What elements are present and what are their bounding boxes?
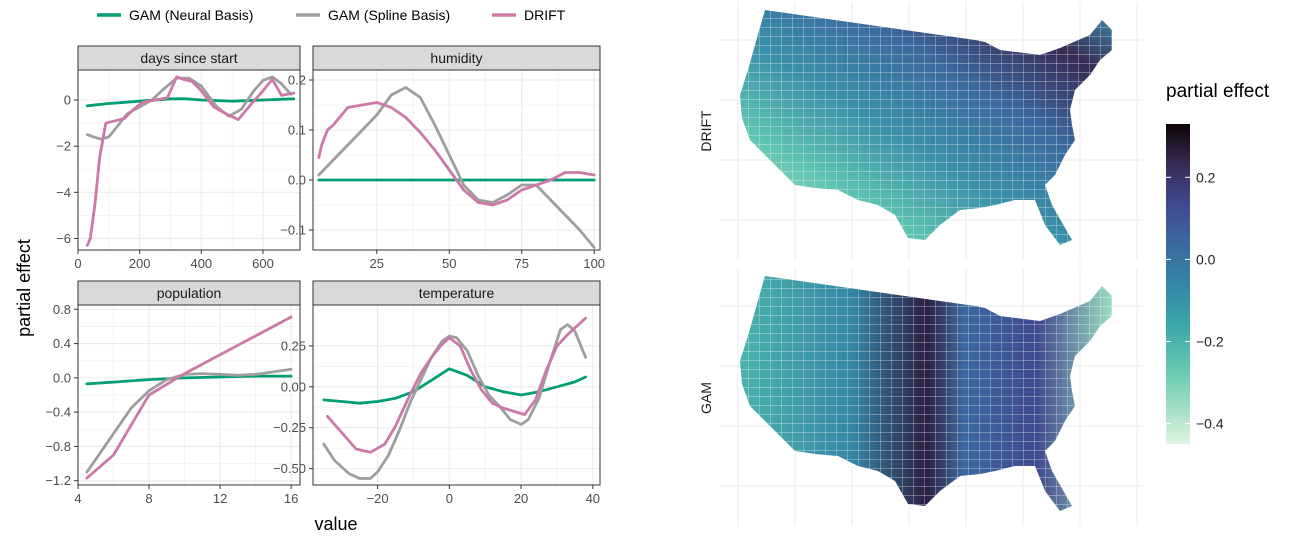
colorbar-tick-label: 0.0 xyxy=(1196,251,1216,267)
map-row-label-gam: GAM xyxy=(698,382,714,414)
colorbar-tick-label: −0.2 xyxy=(1196,333,1224,349)
legend: GAM (Neural Basis) GAM (Spline Basis) DR… xyxy=(97,7,566,23)
legend-label-drift: DRIFT xyxy=(524,7,566,23)
x-tick-label: 12 xyxy=(213,491,227,506)
facet-panel-1: humidity 25 50 75 100 0.2 0.1 0.0 −0.1 xyxy=(280,45,605,271)
colorbar-title: partial effect xyxy=(1166,81,1270,102)
y-tick-label: 0.00 xyxy=(281,379,306,394)
facet-panel-0: days since start 0 200 400 600 0 −2 −4 −6 xyxy=(56,45,301,271)
series-line-drift xyxy=(85,315,293,480)
y-tick-label: −0.8 xyxy=(45,439,71,454)
county-borders-gam xyxy=(740,276,1112,511)
x-tick-label: 20 xyxy=(514,491,528,506)
x-tick-label: 200 xyxy=(129,256,151,271)
colorbar-tick-label: −0.4 xyxy=(1196,415,1224,431)
facet-strip-label: temperature xyxy=(419,285,495,301)
legend-item-spline: GAM (Spline Basis) xyxy=(296,7,450,23)
x-tick-label: −20 xyxy=(367,491,389,506)
colorbar-tick-label: 0.2 xyxy=(1196,169,1216,185)
facet-panel-2: population 4 8 12 16 0.8 0.4 0.0 −0.4 −0.8 −1.2 xyxy=(45,280,301,506)
y-tick-label: 0.4 xyxy=(53,336,71,351)
y-tick-label: 0.0 xyxy=(288,173,306,188)
series-line-drift xyxy=(317,101,596,207)
panel-border xyxy=(312,304,601,486)
y-tick-label: −0.4 xyxy=(45,405,71,420)
map-panel-gam xyxy=(720,268,1144,526)
x-tick-label: 600 xyxy=(252,256,274,271)
x-tick-label: 16 xyxy=(284,491,298,506)
x-tick-label: 8 xyxy=(145,491,152,506)
x-tick-label: 0 xyxy=(74,256,81,271)
facet-strip-label: days since start xyxy=(140,50,237,66)
map-panel-drift xyxy=(720,2,1144,260)
facet-strip xyxy=(77,280,301,306)
y-tick-label: 0.1 xyxy=(288,123,306,138)
panel-border xyxy=(77,304,301,486)
y-tick-label: −2 xyxy=(56,139,71,154)
panel-background xyxy=(313,305,600,485)
x-tick-label: 400 xyxy=(190,256,212,271)
x-axis-title: value xyxy=(314,514,357,534)
y-tick-label: −1.2 xyxy=(45,473,71,488)
y-tick-label: −0.50 xyxy=(273,461,306,476)
y-tick-label: 0.25 xyxy=(281,338,306,353)
facet-strip-label: humidity xyxy=(430,50,482,66)
panel-border xyxy=(312,69,601,251)
series-line-neural xyxy=(322,367,587,405)
series-line-neural xyxy=(85,374,293,386)
legend-label-neural: GAM (Neural Basis) xyxy=(129,7,253,23)
x-tick-label: 40 xyxy=(586,491,600,506)
facet-strip-label: population xyxy=(157,285,222,301)
panel-background xyxy=(78,70,300,250)
panel-border xyxy=(77,69,301,251)
y-tick-label: 0.2 xyxy=(288,73,306,88)
y-tick-label: −0.1 xyxy=(280,223,306,238)
series-line-spline xyxy=(317,86,596,249)
series-line-drift xyxy=(85,75,296,247)
colorbar-gradient xyxy=(1166,124,1190,444)
x-tick-label: 50 xyxy=(442,256,456,271)
facet-strip xyxy=(77,45,301,71)
y-tick-label: −4 xyxy=(56,185,71,200)
map-row-label-drift: DRIFT xyxy=(698,110,714,152)
county-borders-drift xyxy=(740,10,1112,245)
y-tick-label: −0.25 xyxy=(273,420,306,435)
colorbar-ticks: 0.2 0.0 −0.2 −0.4 xyxy=(1166,169,1224,431)
facet-panel-3: temperature −20 0 20 40 0.25 0.00 −0.25 −0.50 xyxy=(273,280,601,506)
legend-label-spline: GAM (Spline Basis) xyxy=(328,7,450,23)
y-tick-label: 0 xyxy=(64,93,71,108)
x-tick-label: 4 xyxy=(74,491,81,506)
panel-background xyxy=(313,70,600,250)
x-tick-label: 100 xyxy=(583,256,605,271)
legend-item-neural: GAM (Neural Basis) xyxy=(97,7,253,23)
series-line-drift xyxy=(326,316,587,454)
x-tick-label: 0 xyxy=(446,491,453,506)
y-tick-label: 0.0 xyxy=(53,370,71,385)
y-tick-label: 0.8 xyxy=(53,302,71,317)
y-tick-label: −6 xyxy=(56,231,71,246)
x-tick-label: 75 xyxy=(514,256,528,271)
x-tick-label: 25 xyxy=(370,256,384,271)
colorbar: partial effect 0.2 0.0 −0.2 −0.4 xyxy=(1166,81,1270,444)
y-axis-title: partial effect xyxy=(14,239,34,337)
legend-item-drift: DRIFT xyxy=(492,7,566,23)
